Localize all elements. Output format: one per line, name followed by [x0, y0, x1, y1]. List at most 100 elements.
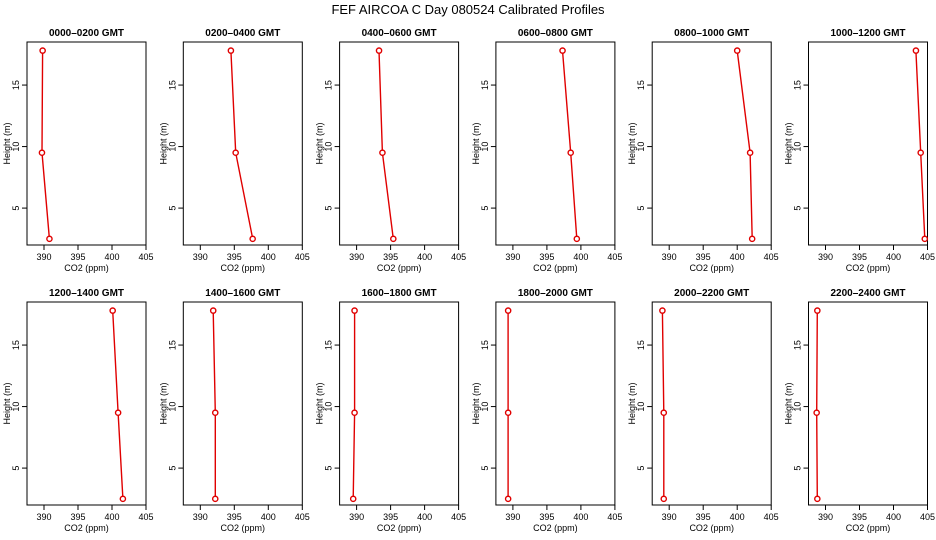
y-tick-label: 10	[793, 402, 803, 412]
x-tick-label: 400	[104, 512, 119, 522]
data-point	[209, 307, 217, 314]
x-tick-label: 390	[36, 252, 51, 262]
x-axis-label: CO2 (ppm)	[64, 263, 109, 273]
panel-title: 0400–0600 GMT	[362, 28, 437, 39]
data-point	[748, 235, 756, 243]
data-point	[917, 149, 925, 157]
y-tick-label: 5	[793, 206, 803, 211]
y-tick-label: 10	[11, 142, 21, 152]
y-tick-label: 15	[793, 80, 803, 90]
x-tick-label: 390	[505, 252, 520, 262]
x-tick-label: 390	[349, 512, 364, 522]
y-tick-label: 5	[167, 206, 177, 211]
data-point	[351, 307, 358, 314]
x-tick-label: 405	[764, 512, 779, 522]
data-point	[349, 495, 357, 503]
data-point	[746, 149, 754, 157]
y-tick-label: 5	[480, 206, 490, 211]
y-axis-label: Height (m)	[315, 122, 325, 164]
data-point	[659, 307, 666, 314]
x-tick-label: 395	[539, 512, 554, 522]
data-point	[504, 409, 512, 417]
x-tick-label: 395	[852, 512, 867, 522]
data-point	[119, 495, 127, 503]
panel-title: 0800–1000 GMT	[674, 28, 749, 39]
y-tick-label: 15	[636, 340, 646, 350]
x-axis-label: CO2 (ppm)	[689, 523, 734, 533]
plot-frame	[26, 41, 147, 246]
y-tick-label: 10	[480, 402, 490, 412]
y-axis-label: Height (m)	[158, 122, 168, 164]
y-tick-label: 15	[793, 340, 803, 350]
x-tick-label: 400	[573, 252, 588, 262]
data-point	[109, 307, 116, 314]
profile-line	[378, 50, 394, 239]
y-tick-label: 15	[636, 80, 646, 90]
panel-title: 0000–0200 GMT	[49, 28, 124, 39]
x-tick-label: 400	[730, 512, 745, 522]
x-axis-label: CO2 (ppm)	[64, 523, 109, 533]
y-tick-label: 15	[167, 80, 177, 90]
y-tick-label: 10	[636, 402, 646, 412]
data-point	[39, 47, 46, 54]
data-point	[912, 47, 920, 54]
profile-line	[661, 310, 665, 499]
x-tick-label: 395	[696, 252, 711, 262]
plot-frame	[651, 41, 772, 246]
x-tick-label: 390	[349, 252, 364, 262]
x-tick-label: 405	[451, 252, 466, 262]
x-axis-label: CO2 (ppm)	[846, 523, 891, 533]
data-point	[249, 235, 256, 243]
x-tick-label: 390	[818, 252, 833, 262]
y-tick-label: 5	[324, 206, 334, 211]
data-point	[814, 307, 821, 314]
data-point	[921, 235, 929, 243]
panel-title: 0200–0400 GMT	[205, 28, 280, 39]
panel-title: 1400–1600 GMT	[205, 288, 280, 299]
data-point	[813, 409, 820, 417]
x-tick-label: 400	[730, 252, 745, 262]
data-point	[567, 149, 575, 157]
y-tick-label: 10	[480, 142, 490, 152]
data-point	[390, 235, 397, 243]
y-tick-label: 5	[324, 466, 334, 471]
data-point	[379, 149, 386, 157]
x-axis-label: CO2 (ppm)	[221, 263, 266, 273]
y-axis-label: Height (m)	[784, 382, 794, 424]
plot-frame	[495, 41, 616, 246]
y-axis-label: Height (m)	[315, 382, 325, 424]
x-tick-label: 405	[920, 512, 935, 522]
data-point	[660, 409, 668, 417]
x-tick-label: 405	[295, 252, 310, 262]
x-axis-label: CO2 (ppm)	[846, 263, 891, 273]
y-tick-label: 15	[324, 80, 334, 90]
y-axis-label: Height (m)	[471, 122, 481, 164]
y-axis-label: Height (m)	[2, 382, 12, 424]
y-axis-label: Height (m)	[158, 382, 168, 424]
x-tick-label: 390	[818, 512, 833, 522]
y-tick-label: 5	[167, 466, 177, 471]
data-point	[375, 47, 383, 54]
y-axis-label: Height (m)	[471, 382, 481, 424]
x-tick-label: 405	[138, 512, 153, 522]
x-tick-label: 400	[886, 252, 901, 262]
x-tick-label: 395	[539, 252, 554, 262]
plot-frame	[339, 41, 460, 246]
panel-title: 1600–1800 GMT	[362, 288, 437, 299]
data-point	[814, 495, 821, 503]
data-point	[38, 149, 46, 157]
x-tick-label: 395	[852, 252, 867, 262]
x-axis-label: CO2 (ppm)	[377, 523, 422, 533]
y-axis-label: Height (m)	[627, 122, 637, 164]
x-tick-label: 400	[104, 252, 119, 262]
x-tick-label: 395	[383, 512, 398, 522]
x-tick-label: 405	[920, 252, 935, 262]
plot-frame	[808, 41, 928, 246]
data-point	[232, 149, 239, 157]
profile-line	[41, 50, 51, 239]
plot-frame	[339, 301, 460, 506]
x-tick-label: 395	[70, 512, 85, 522]
data-point	[573, 235, 581, 243]
y-tick-label: 10	[167, 142, 177, 152]
